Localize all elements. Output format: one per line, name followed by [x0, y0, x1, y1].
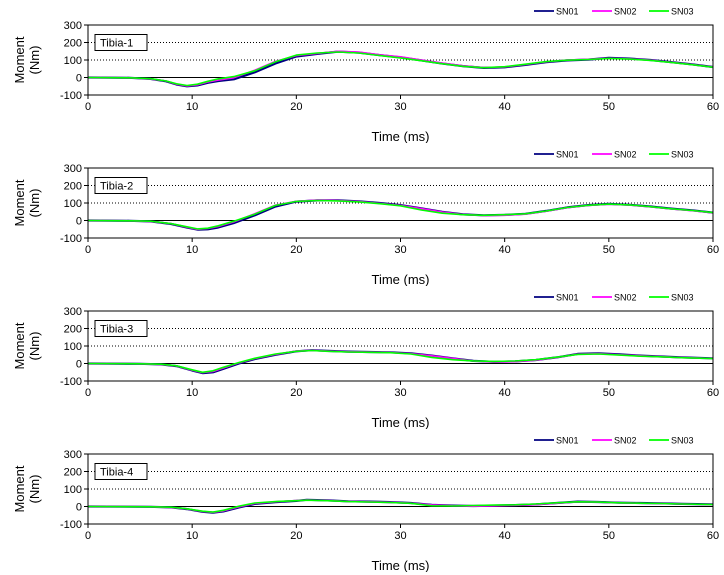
panel-label: Tibia-2	[100, 181, 133, 193]
y-tick-label: 200	[64, 38, 82, 50]
y-tick-label: 100	[64, 198, 82, 210]
panel-label-box	[94, 34, 148, 51]
x-tick-label: 30	[394, 530, 406, 542]
x-tick-label: 10	[186, 387, 198, 399]
x-tick-label: 40	[499, 530, 511, 542]
y-axis-label-line: (Nm)	[27, 332, 42, 361]
y-axis-label-line: (Nm)	[27, 46, 42, 75]
x-tick-label: 40	[499, 244, 511, 256]
x-axis-label: Time (ms)	[371, 272, 429, 286]
legend-label-sn02: SN02	[614, 7, 637, 17]
panel-label-box	[94, 320, 148, 337]
y-tick-label: 100	[64, 55, 82, 67]
y-axis-label-line: Moment	[12, 179, 27, 226]
legend-label-sn02: SN02	[614, 293, 637, 303]
series-line-sn03	[87, 199, 714, 230]
x-tick-label: 40	[499, 387, 511, 399]
x-tick-label: 50	[603, 101, 615, 113]
y-axis-label: Moment(Nm)	[12, 36, 42, 83]
y-axis-label: Moment(Nm)	[12, 465, 42, 512]
y-axis-label: Moment(Nm)	[12, 179, 42, 226]
x-tick-label: 10	[186, 530, 198, 542]
series-line-sn03	[87, 499, 714, 513]
y-tick-label: -100	[60, 519, 82, 531]
x-tick-label: 20	[290, 244, 302, 256]
y-tick-label: 300	[64, 20, 82, 32]
y-tick-label: 100	[64, 341, 82, 353]
x-tick-label: 0	[85, 530, 91, 542]
x-tick-label: 50	[603, 244, 615, 256]
x-tick-label: 60	[707, 387, 719, 399]
x-tick-label: 50	[603, 530, 615, 542]
x-tick-label: 20	[290, 530, 302, 542]
legend-label-sn01: SN01	[556, 150, 579, 160]
legend-label-sn01: SN01	[556, 293, 579, 303]
y-axis-label: Moment(Nm)	[12, 322, 42, 369]
y-tick-label: 0	[76, 216, 82, 228]
y-tick-label: 200	[64, 467, 82, 479]
y-tick-label: 300	[64, 449, 82, 461]
x-axis-label: Time (ms)	[371, 415, 429, 429]
y-tick-label: 200	[64, 181, 82, 193]
x-tick-label: 20	[290, 101, 302, 113]
legend-label-sn03: SN03	[671, 436, 694, 446]
y-axis-label-line: (Nm)	[27, 475, 42, 504]
series-line-sn02	[87, 50, 714, 87]
x-tick-label: 30	[394, 244, 406, 256]
x-tick-label: 0	[85, 387, 91, 399]
x-tick-label: 60	[707, 244, 719, 256]
panel-label-box	[94, 177, 148, 194]
panel-label: Tibia-1	[100, 38, 133, 50]
x-tick-label: 0	[85, 244, 91, 256]
x-tick-label: 0	[85, 101, 91, 113]
panel-label: Tibia-4	[100, 467, 133, 479]
y-tick-label: 0	[76, 359, 82, 371]
legend-label-sn01: SN01	[556, 7, 579, 17]
legend-label-sn02: SN02	[614, 150, 637, 160]
x-axis-label: Time (ms)	[371, 558, 429, 572]
panel-label-box	[94, 463, 148, 480]
legend-label-sn03: SN03	[671, 293, 694, 303]
y-tick-label: -100	[60, 90, 82, 102]
y-tick-label: 0	[76, 502, 82, 514]
x-tick-label: 30	[394, 101, 406, 113]
x-tick-label: 10	[186, 244, 198, 256]
panel-label: Tibia-3	[100, 324, 133, 336]
series-line-sn03	[87, 349, 714, 374]
y-tick-label: 200	[64, 324, 82, 336]
legend-label-sn01: SN01	[556, 436, 579, 446]
y-tick-label: 0	[76, 73, 82, 85]
y-tick-label: -100	[60, 376, 82, 388]
y-tick-label: -100	[60, 233, 82, 245]
y-tick-label: 300	[64, 163, 82, 175]
x-tick-label: 40	[499, 101, 511, 113]
x-tick-label: 60	[707, 101, 719, 113]
x-tick-label: 10	[186, 101, 198, 113]
x-tick-label: 60	[707, 530, 719, 542]
y-axis-label-line: (Nm)	[27, 189, 42, 218]
x-axis-label: Time (ms)	[371, 129, 429, 143]
y-axis-label-line: Moment	[12, 322, 27, 369]
y-tick-label: 300	[64, 306, 82, 318]
x-tick-label: 50	[603, 387, 615, 399]
x-tick-label: 30	[394, 387, 406, 399]
legend-label-sn02: SN02	[614, 436, 637, 446]
y-axis-label-line: Moment	[12, 36, 27, 83]
y-axis-label-line: Moment	[12, 465, 27, 512]
legend-label-sn03: SN03	[671, 7, 694, 17]
legend-label-sn03: SN03	[671, 150, 694, 160]
x-tick-label: 20	[290, 387, 302, 399]
y-tick-label: 100	[64, 484, 82, 496]
series-line-sn03	[87, 51, 714, 87]
